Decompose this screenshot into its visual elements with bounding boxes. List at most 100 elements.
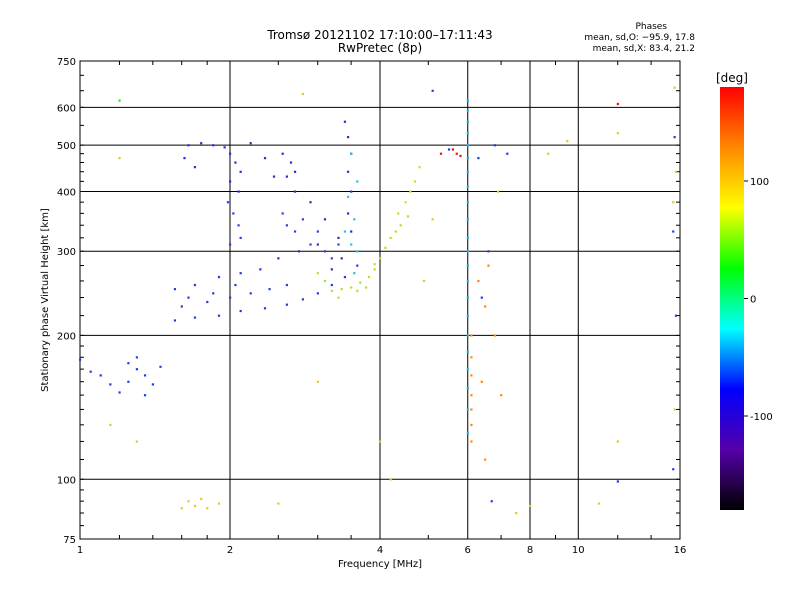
data-point [346,212,350,215]
data-point [239,309,242,313]
data-point [118,99,121,102]
data-point [343,120,347,123]
data-point [237,224,240,227]
x-tick-label: 2 [227,545,233,556]
data-point [239,170,242,173]
data-point [316,230,319,233]
data-point [263,157,267,160]
data-point [183,157,186,160]
data-point [340,288,343,291]
y-tick-label: 750 [57,57,76,68]
x-tick-label: 1 [77,545,83,556]
data-point [616,132,619,135]
x-tick-label: 10 [572,545,585,556]
data-point [193,316,197,319]
x-tick-label: 8 [527,545,533,556]
data-point [431,89,434,92]
data-point [285,224,288,227]
data-point [173,319,177,322]
data-point [249,142,252,145]
data-point [431,218,434,221]
data-point [193,504,197,508]
data-point [470,440,473,443]
data-point [496,190,500,193]
data-point [389,236,392,240]
data-point [447,148,451,151]
phase-stats: Phases mean, sd,O: −95.9, 17.8 mean, sd,… [560,22,695,55]
data-point [79,358,82,361]
data-point [470,374,473,377]
x-tick-label: 6 [465,545,471,556]
data-point [239,272,242,275]
data-point [281,212,284,215]
data-point [356,180,359,183]
data-point [673,408,676,411]
data-point [672,201,675,204]
data-point [127,380,130,383]
data-point [515,512,518,515]
data-point [466,250,469,253]
data-point [330,289,333,292]
data-point [109,383,112,386]
data-point [470,356,473,359]
data-point [309,201,312,204]
data-point [466,368,469,371]
data-point [367,275,371,279]
data-point [239,236,242,240]
data-point [217,275,221,279]
data-point [135,440,138,443]
data-point [350,243,353,246]
data-point [455,152,458,155]
data-point [379,440,382,443]
data-point [293,170,297,173]
data-point [470,334,473,337]
data-point [118,157,121,160]
data-point [259,268,262,271]
colorbar-tick-label: -100 [750,412,773,423]
data-point [337,243,340,246]
data-point [212,144,215,147]
colorbar-label: [deg] [716,71,748,85]
data-point [451,148,455,151]
data-point [151,383,155,386]
data-point [301,218,305,221]
phase-stats-x: mean, sd,X: 83.4, 21.2 [592,44,695,54]
data-point [249,292,252,295]
data-point [459,154,462,158]
data-point [404,201,407,204]
data-point [466,350,469,353]
data-point [143,374,147,377]
data-point [384,246,387,249]
data-point [330,283,333,287]
data-point [193,283,197,287]
data-point [337,296,340,299]
data-point [477,157,480,160]
data-point [285,283,288,287]
data-point [493,334,497,337]
data-point [187,500,190,503]
data-point [439,152,443,155]
x-tick-label: 16 [674,545,687,556]
data-point [323,218,327,221]
data-point [340,257,343,260]
phase-stats-heading: Phases [635,22,667,32]
data-point [217,502,221,505]
data-point [616,480,619,483]
data-point [480,296,483,299]
data-point [413,180,417,183]
chart-title-line: Tromsø 20121102 17:10:00–17:11:43 [267,28,493,42]
data-point [229,152,232,155]
data-point [323,279,327,283]
data-point [487,264,490,267]
data-point [356,250,359,253]
y-axis-label: Stationary phase Virtual Height [km] [40,208,51,392]
data-point [466,314,469,317]
data-point [353,218,356,221]
data-point [337,236,340,240]
data-point [365,286,368,289]
data-point [89,370,92,373]
data-point [674,170,678,173]
data-point [118,391,121,394]
data-point [529,504,532,508]
